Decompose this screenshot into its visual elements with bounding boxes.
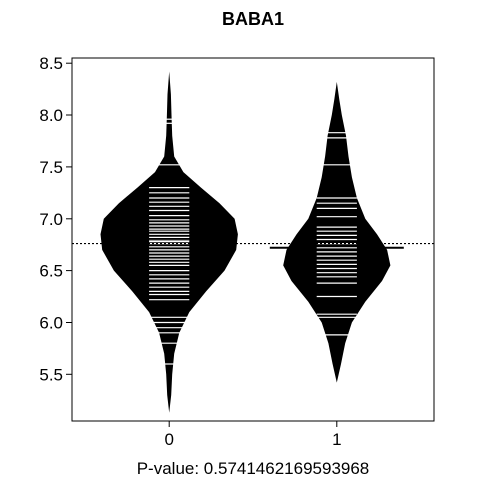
y-tick-label-1: 6.0 — [39, 314, 63, 333]
y-axis: 5.5 6.0 6.5 7.0 7.5 8.0 8.5 — [39, 54, 73, 384]
y-tick-label-2: 6.5 — [39, 262, 63, 281]
bean-0 — [100, 71, 238, 413]
y-tick-label-5: 8.0 — [39, 106, 63, 125]
x-tick-label-0: 0 — [164, 430, 173, 449]
bean-1 — [269, 81, 404, 383]
y-tick-label-6: 8.5 — [39, 54, 63, 73]
bean-1-density — [283, 81, 391, 383]
x-axis-label: P-value: 0.5741462169593968 — [137, 459, 370, 478]
y-tick-label-0: 5.5 — [39, 365, 63, 384]
beans-layer — [100, 71, 404, 413]
chart-title: BABA1 — [222, 9, 284, 29]
y-tick-label-3: 7.0 — [39, 210, 63, 229]
x-tick-label-1: 1 — [332, 430, 341, 449]
y-tick-label-4: 7.5 — [39, 158, 63, 177]
